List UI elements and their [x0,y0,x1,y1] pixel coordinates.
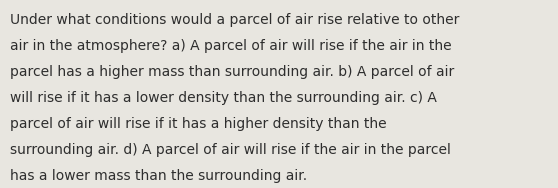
Text: will rise if it has a lower density than the surrounding air. c) A: will rise if it has a lower density than… [10,91,437,105]
Text: surrounding air. d) A parcel of air will rise if the air in the parcel: surrounding air. d) A parcel of air will… [10,143,451,157]
Text: Under what conditions would a parcel of air rise relative to other: Under what conditions would a parcel of … [10,13,459,27]
Text: parcel has a higher mass than surrounding air. b) A parcel of air: parcel has a higher mass than surroundin… [10,65,454,79]
Text: has a lower mass than the surrounding air.: has a lower mass than the surrounding ai… [10,169,307,183]
Text: air in the atmosphere? a) A parcel of air will rise if the air in the: air in the atmosphere? a) A parcel of ai… [10,39,451,53]
Text: parcel of air will rise if it has a higher density than the: parcel of air will rise if it has a high… [10,117,387,131]
